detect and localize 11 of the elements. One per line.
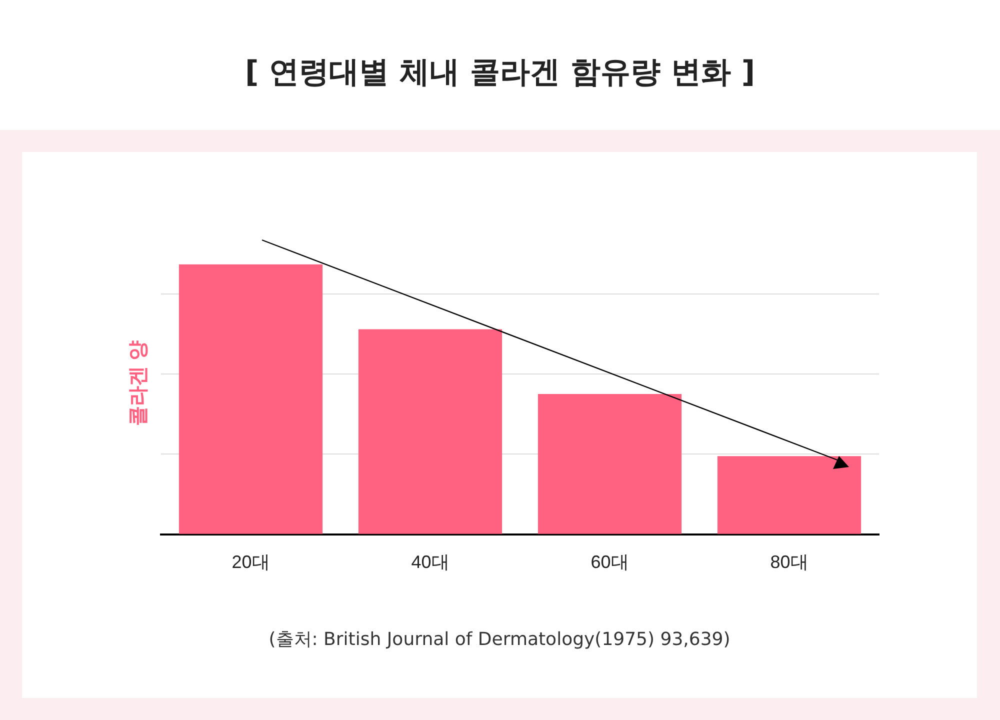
- x-tick-label: 80대: [770, 552, 808, 572]
- chart-title: [ 연령대별 체내 콜라겐 함유량 변화 ]: [244, 54, 756, 92]
- bar: [717, 456, 862, 534]
- bar: [358, 329, 502, 534]
- x-tick-label: 40대: [411, 552, 450, 572]
- x-tick-label: 20대: [232, 552, 270, 572]
- bar: [538, 394, 682, 534]
- x-tick-label: 60대: [590, 552, 629, 572]
- y-axis-title: 콜라겐 양: [128, 340, 150, 426]
- bar: [178, 264, 323, 534]
- text: (출처: British Journal of Dermatology(1975) 93,639): [268, 628, 732, 651]
